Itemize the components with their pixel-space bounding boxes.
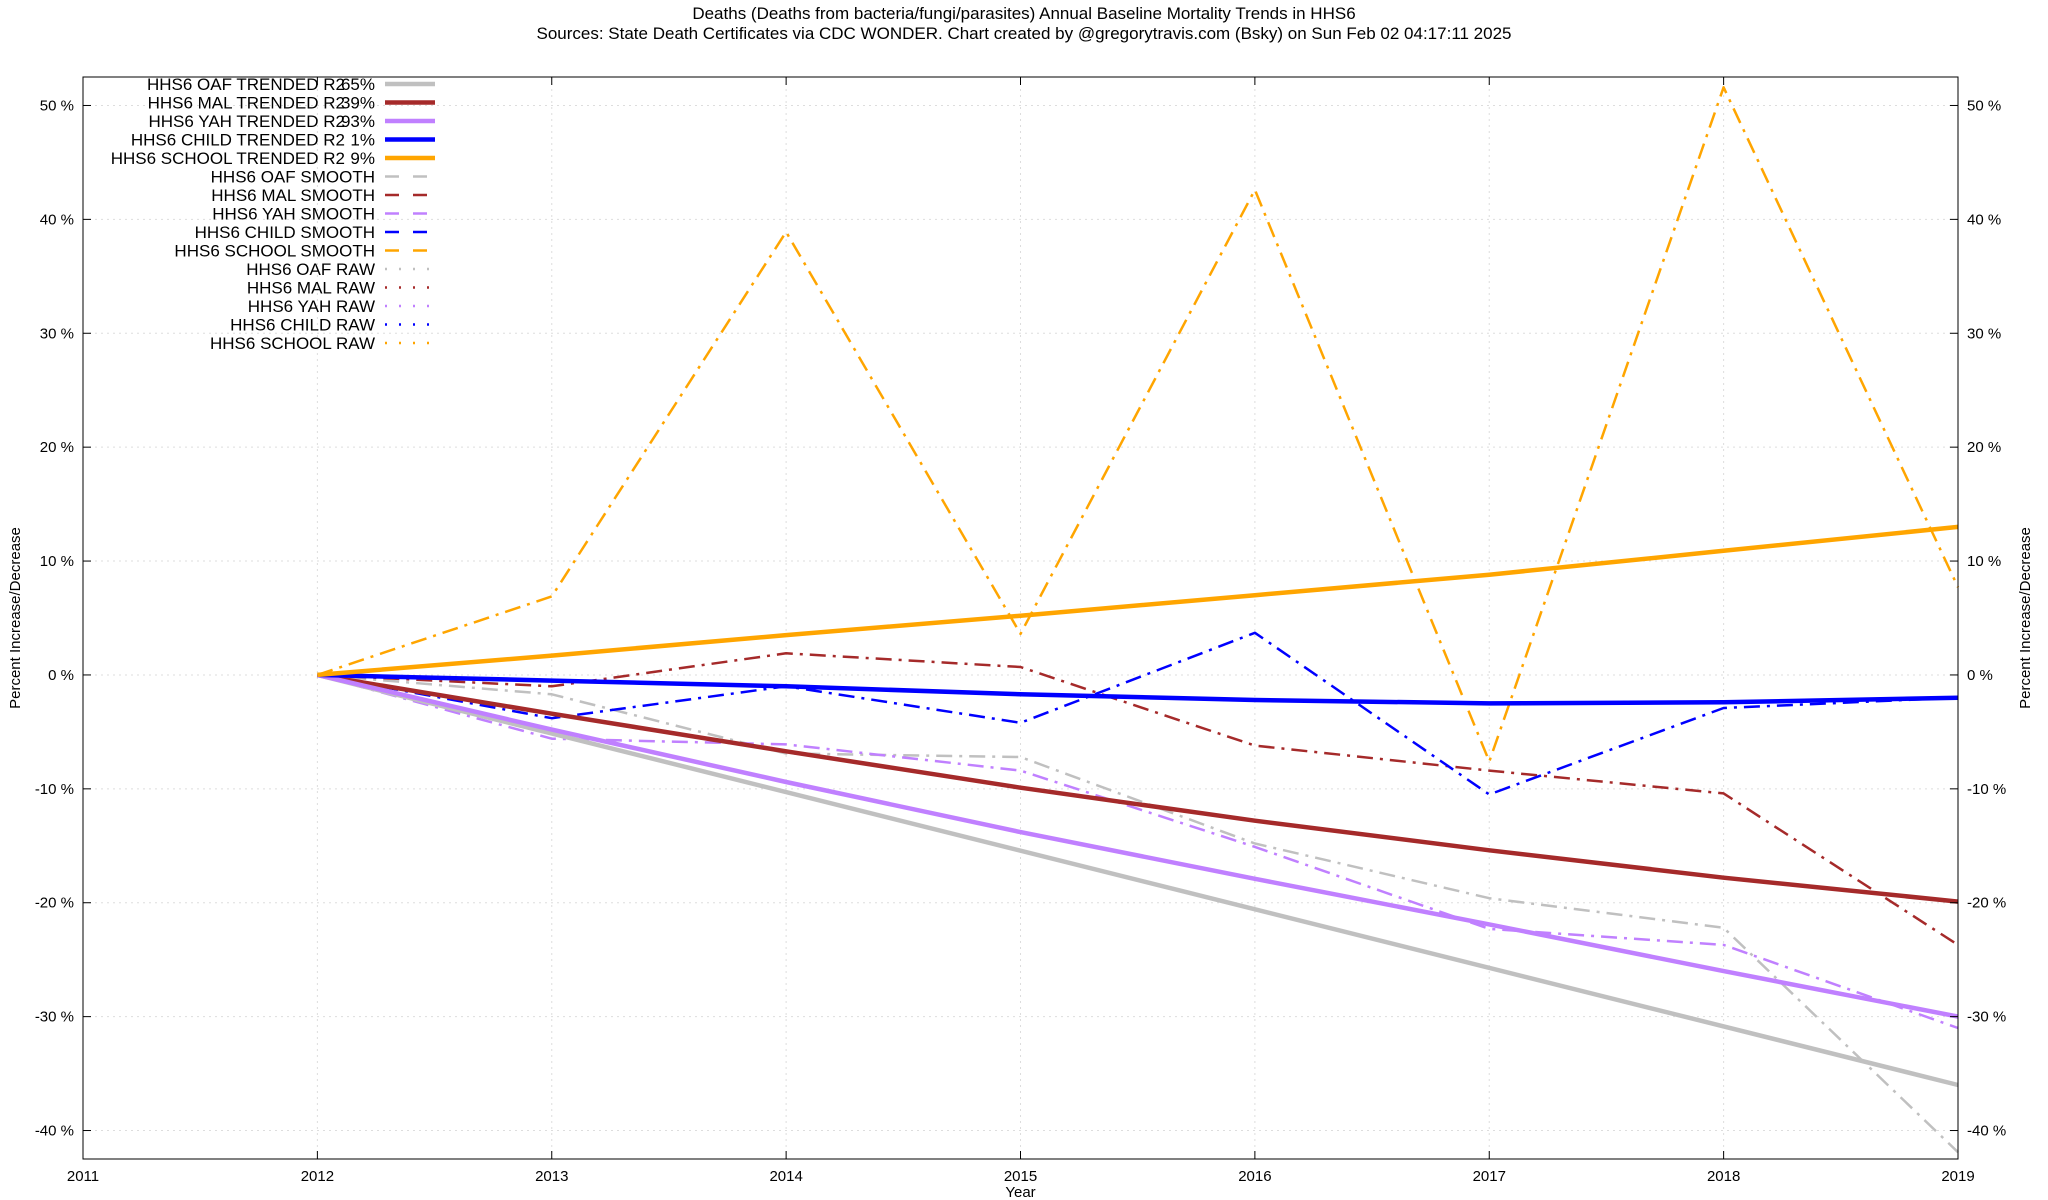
legend-entry-label: HHS6 MAL RAW bbox=[247, 279, 375, 298]
series-line bbox=[317, 672, 1959, 706]
y2-tick-label: -10 % bbox=[1967, 781, 2006, 798]
x-tick-label: 2012 bbox=[301, 1168, 334, 1185]
x-tick-label: 2013 bbox=[535, 1168, 568, 1185]
grid-lines bbox=[82, 77, 1959, 1159]
y2-tick-label: 50 % bbox=[1967, 97, 2001, 114]
series-line bbox=[317, 673, 1959, 1154]
y2-axis-label: Percent Increase/Decrease bbox=[2017, 527, 2034, 709]
legend-entry-label: HHS6 CHILD TRENDED R2 bbox=[131, 131, 345, 150]
legend-entry-label: HHS6 SCHOOL TRENDED R2 bbox=[111, 149, 345, 168]
legend-entry-r2: 39% bbox=[341, 94, 375, 113]
legend-entry-label: HHS6 OAF RAW bbox=[246, 260, 375, 279]
y-tick-label: -30 % bbox=[35, 1009, 74, 1026]
series-line bbox=[317, 524, 1959, 678]
axis-ticks: 2011 2012 2013 2014 2015 2016 2017 2018 2019 -40 … bbox=[35, 77, 2006, 1185]
y-tick-label: 10 % bbox=[40, 553, 74, 570]
y-tick-label: 0 % bbox=[48, 667, 74, 684]
legend-entry-r2: 93% bbox=[341, 112, 375, 131]
y-tick-label: 50 % bbox=[40, 97, 74, 114]
chart-title: Deaths (Deaths from bacteria/fungi/paras… bbox=[692, 4, 1356, 23]
x-tick-label: 2018 bbox=[1707, 1168, 1740, 1185]
legend-entry-label: HHS6 OAF TRENDED R2 bbox=[147, 75, 345, 94]
series-line bbox=[316, 672, 1959, 1019]
legend-entry-label: HHS6 CHILD SMOOTH bbox=[195, 223, 375, 242]
series-line bbox=[317, 631, 1959, 796]
y2-tick-label: 10 % bbox=[1967, 553, 2001, 570]
x-tick-label: 2017 bbox=[1473, 1168, 1506, 1185]
legend-entry-r2: 1% bbox=[350, 131, 375, 150]
y-tick-label: 30 % bbox=[40, 325, 74, 342]
series-lines bbox=[316, 86, 1960, 1154]
y-tick-label: 20 % bbox=[40, 439, 74, 456]
x-tick-label: 2015 bbox=[1004, 1168, 1037, 1185]
legend-entry-label: HHS6 YAH TRENDED R2 bbox=[149, 112, 346, 131]
y2-tick-label: 0 % bbox=[1967, 667, 1993, 684]
series-line bbox=[317, 673, 1959, 1030]
series-line bbox=[316, 672, 1959, 1088]
legend-entry-label: HHS6 SCHOOL SMOOTH bbox=[174, 242, 375, 261]
legend-entry-label: HHS6 OAF SMOOTH bbox=[211, 168, 375, 187]
y2-tick-label: -30 % bbox=[1967, 1009, 2006, 1026]
legend-entry-r2: 9% bbox=[350, 149, 375, 168]
y2-tick-label: -20 % bbox=[1967, 895, 2006, 912]
legend-entry-label: HHS6 YAH RAW bbox=[248, 297, 375, 316]
x-tick-label: 2016 bbox=[1238, 1168, 1271, 1185]
legend-entry-label: HHS6 YAH SMOOTH bbox=[212, 205, 375, 224]
legend-entry-label: HHS6 MAL TRENDED R2 bbox=[148, 94, 345, 113]
y2-tick-label: 20 % bbox=[1967, 439, 2001, 456]
y-tick-label: 40 % bbox=[40, 211, 74, 228]
y-tick-label: -40 % bbox=[35, 1123, 74, 1140]
y-tick-label: -20 % bbox=[35, 895, 74, 912]
series-line bbox=[317, 86, 1960, 763]
legend-entry-label: HHS6 SCHOOL RAW bbox=[210, 334, 375, 353]
x-tick-label: 2011 bbox=[67, 1168, 99, 1185]
y-axis-label: Percent Increase/Decrease bbox=[7, 527, 24, 709]
x-tick-label: 2014 bbox=[769, 1168, 802, 1185]
y2-tick-label: 30 % bbox=[1967, 325, 2001, 342]
y2-tick-label: 40 % bbox=[1967, 211, 2001, 228]
x-tick-label: 2019 bbox=[1941, 1168, 1974, 1185]
chart-subtitle: Sources: State Death Certificates via CD… bbox=[536, 24, 1512, 43]
legend-entry-r2: 65% bbox=[341, 75, 375, 94]
series-line bbox=[317, 672, 1959, 904]
x-axis-label: Year bbox=[1005, 1184, 1035, 1200]
y-tick-label: -10 % bbox=[35, 781, 74, 798]
legend-entry-label: HHS6 CHILD RAW bbox=[230, 316, 375, 335]
legend-entry-label: HHS6 MAL SMOOTH bbox=[211, 186, 375, 205]
y2-tick-label: -40 % bbox=[1967, 1123, 2006, 1140]
